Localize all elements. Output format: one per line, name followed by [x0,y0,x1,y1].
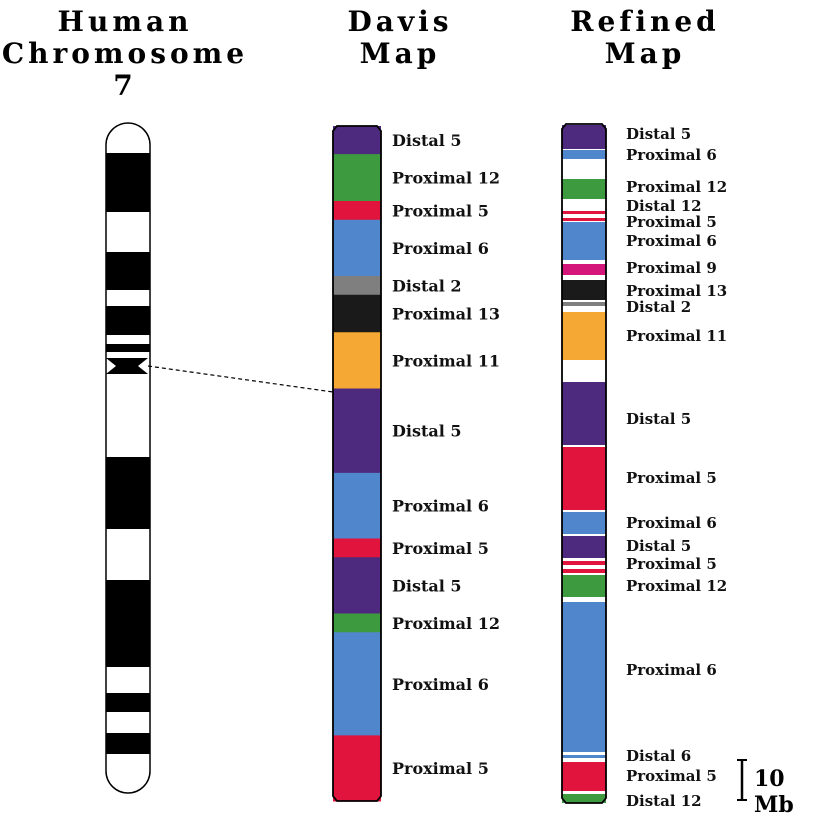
davis-segment [333,219,381,277]
title-line-2: Map [604,37,686,70]
refined-segment-label: Proximal 9 [626,259,717,277]
davis-segment-label: Distal 5 [392,576,462,595]
scale-bar-label: 10 Mb [754,766,794,818]
refined-segment-label: Distal 12 [626,197,702,215]
davis-segment-label: Proximal 12 [392,169,500,188]
refined-segment-label: Distal 5 [626,125,691,143]
davis-map-title: Davis Map [330,6,470,70]
centromere-connector-line [147,365,334,393]
davis-segment [333,613,381,633]
davis-segment-label: Distal 2 [392,276,462,295]
title-line-2: Chromosome 7 [1,37,249,102]
title-line-1: Davis [347,5,453,38]
davis-segment [333,126,381,155]
davis-segment-label: Distal 5 [392,422,462,441]
chromosome-band [106,457,150,529]
davis-segment-label: Proximal 12 [392,614,500,633]
davis-segment-label: Proximal 6 [392,239,489,258]
refined-segment-label: Proximal 5 [626,213,717,231]
chromosome-band [106,580,150,667]
refined-segment-label: Proximal 5 [626,555,717,573]
davis-segment [333,154,381,202]
refined-map-title: Refined Map [560,6,730,70]
refined-segment [562,179,606,199]
refined-segment [562,762,606,791]
refined-segment [562,125,606,149]
davis-segment [333,201,381,221]
refined-segment [562,218,606,221]
refined-segment [562,512,606,534]
davis-segment [333,294,381,333]
human-chromosome-7 [105,122,151,794]
chromosome-band [106,153,150,212]
refined-segment [562,536,606,558]
refined-segment-label: Proximal 12 [626,178,727,196]
davis-segment-label: Proximal 6 [392,497,489,516]
refined-segment [562,569,606,573]
refined-segment-label: Distal 6 [626,747,691,765]
refined-segment-label: Proximal 13 [626,282,727,300]
davis-segment-label: Proximal 5 [392,539,489,558]
davis-segment [333,472,381,539]
title-line-1: Refined [570,5,720,38]
refined-segment-label: Proximal 11 [626,327,727,345]
davis-segment-label: Proximal 11 [392,351,500,370]
davis-segment [333,276,381,296]
chromosome-band [106,306,150,335]
davis-map: Distal 5 Proximal 12 Proximal 5 Proximal 6 D… [332,125,500,802]
human-chromosome-title: Human Chromosome 7 [0,6,250,102]
davis-segment [333,632,381,736]
chromosome-band [106,344,150,352]
refined-segment-label: Distal 2 [626,298,691,316]
refined-segment [562,561,606,565]
title-line-2: Map [359,37,441,70]
davis-segment-label: Distal 5 [392,131,462,150]
refined-segment [562,150,606,159]
davis-segment-label: Proximal 6 [392,675,489,694]
refined-segment-label: Proximal 6 [626,146,717,164]
davis-segment-label: Proximal 13 [392,305,500,324]
refined-segment-label: Proximal 6 [626,514,717,532]
refined-segment-label: Proximal 5 [626,469,717,487]
refined-segment [562,302,606,306]
refined-segment-label: Proximal 6 [626,232,717,250]
centromere [106,358,148,374]
davis-segment [333,735,381,802]
davis-segment-label: Proximal 5 [392,759,489,778]
refined-segment-label: Proximal 6 [626,661,717,679]
refined-segment [562,447,606,510]
chromosome-band [106,252,150,290]
chromosome-band [106,693,150,712]
refined-segment-label: Proximal 5 [626,767,717,785]
scale-bar [737,759,747,801]
davis-segment [333,332,381,389]
refined-segment [562,755,606,758]
refined-segment [562,312,606,360]
refined-segment [562,222,606,260]
refined-segment [562,264,606,275]
davis-segment [333,538,381,558]
refined-segment [562,794,606,803]
refined-segment-label: Distal 5 [626,537,691,555]
refined-segment [562,602,606,752]
davis-segment [333,557,381,614]
refined-segment [562,280,606,300]
refined-segment [562,382,606,445]
chromosome-band [106,733,150,754]
davis-segment-label: Proximal 5 [392,201,489,220]
refined-segment [562,211,606,214]
refined-segment [562,575,606,597]
refined-segment-label: Distal 12 [626,792,702,810]
davis-segment [333,388,381,474]
title-line-1: Human [57,5,193,38]
refined-segment-label: Distal 5 [626,410,691,428]
refined-segment-label: Proximal 12 [626,577,727,595]
